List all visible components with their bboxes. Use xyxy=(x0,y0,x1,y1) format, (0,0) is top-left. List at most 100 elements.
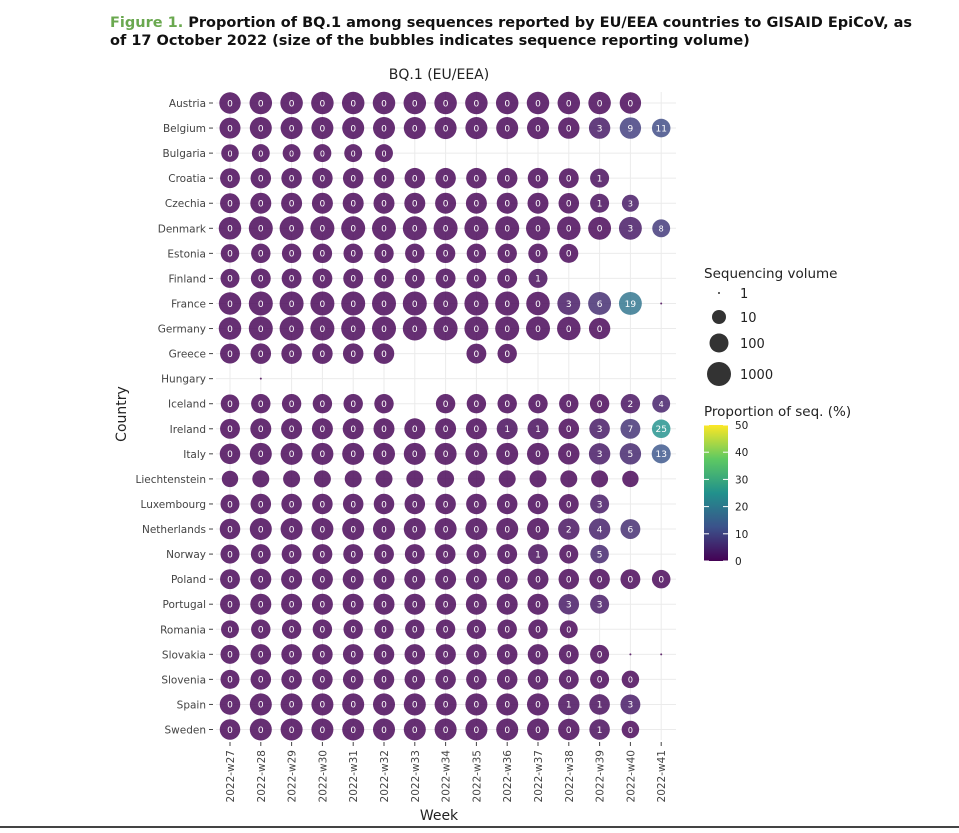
bubble-label: 0 xyxy=(474,450,480,460)
bubble xyxy=(526,316,550,341)
size-legend-label: 10 xyxy=(740,311,757,326)
bubble xyxy=(497,343,517,364)
bubble xyxy=(529,470,547,488)
bubble xyxy=(496,693,519,716)
bubble xyxy=(527,418,549,440)
bubble xyxy=(374,394,394,414)
bubble-label: 3 xyxy=(597,124,603,134)
bubble-label: 0 xyxy=(350,225,356,235)
bubble xyxy=(527,669,549,690)
bubble-label: 0 xyxy=(443,425,449,435)
y-tick-label: Ireland xyxy=(170,424,206,436)
x-tick-label: 2022-w28 xyxy=(256,750,268,802)
bubble xyxy=(466,619,487,639)
bubble xyxy=(589,418,610,440)
bubble xyxy=(588,518,611,540)
bubble xyxy=(558,593,580,615)
bubble xyxy=(312,243,333,264)
bubble xyxy=(311,418,333,440)
color-legend: Proportion of seq. (%) 0 10 20 30 40 50 xyxy=(704,404,851,568)
bubble xyxy=(618,292,642,315)
bubble xyxy=(341,91,365,115)
bubble-label: 0 xyxy=(289,575,295,585)
bubble-label: 0 xyxy=(628,575,634,585)
bubble xyxy=(259,377,262,380)
bubble-label: 0 xyxy=(350,200,356,210)
bubble xyxy=(620,519,641,539)
bubble-label: 0 xyxy=(227,250,233,260)
bubble-label: 0 xyxy=(443,250,449,260)
bubble xyxy=(588,91,611,115)
bubble-label: 0 xyxy=(258,626,264,636)
bubble-label: 0 xyxy=(412,676,418,686)
bubble xyxy=(466,243,487,264)
bubble-label: 0 xyxy=(258,701,264,711)
bubble xyxy=(590,544,609,564)
bubble-label: 0 xyxy=(535,601,541,611)
bubble xyxy=(558,418,580,440)
bubble-label: 1 xyxy=(597,174,603,184)
bubble-label: 0 xyxy=(227,400,233,410)
bubble-label: 3 xyxy=(597,601,603,611)
bubble xyxy=(404,669,426,690)
bubble xyxy=(557,292,581,315)
bubble-label: 0 xyxy=(381,275,387,285)
bubble xyxy=(252,470,270,488)
bubble xyxy=(248,291,273,316)
bubble xyxy=(342,493,364,515)
bubble-label: 0 xyxy=(350,676,356,686)
size-legend: Sequencing volume 1 10 100 1000 xyxy=(704,266,837,386)
bubble-label: 0 xyxy=(227,701,233,711)
bubble-label: 0 xyxy=(227,99,233,109)
y-tick-label: Luxembourg xyxy=(141,499,206,511)
bubble xyxy=(220,594,240,615)
bubble-label: 0 xyxy=(535,99,541,109)
bubble-label: 0 xyxy=(320,676,326,686)
bubble xyxy=(528,619,548,639)
bubble-label: 0 xyxy=(320,550,326,560)
bubble xyxy=(281,167,302,189)
bubble-label: 0 xyxy=(474,525,480,535)
bubble-label: 0 xyxy=(258,450,264,460)
bubble xyxy=(279,316,304,341)
bubble-label: 0 xyxy=(566,450,572,460)
bubble-label: 0 xyxy=(504,601,510,611)
bubble xyxy=(375,144,393,163)
bubble xyxy=(591,470,609,488)
size-legend-title: Sequencing volume xyxy=(704,266,837,282)
bubble xyxy=(651,118,671,138)
bubble xyxy=(281,568,303,590)
bubble-label: 0 xyxy=(474,601,480,611)
x-tick-label: 2022-w39 xyxy=(595,750,607,802)
y-tick-label: Slovakia xyxy=(162,649,206,661)
bubble xyxy=(404,593,426,615)
bubble-label: 0 xyxy=(258,601,264,611)
bubble-label: 0 xyxy=(320,701,326,711)
bubble-label: 0 xyxy=(381,726,387,736)
bubble-label: 0 xyxy=(289,124,295,134)
size-legend-key xyxy=(712,310,726,324)
grid-lines xyxy=(216,92,676,740)
bubble-label: 0 xyxy=(566,325,572,335)
bubble xyxy=(311,442,334,465)
bubble-label: 0 xyxy=(412,500,418,510)
bubble xyxy=(495,316,520,341)
bubble xyxy=(559,544,579,564)
bubble xyxy=(590,669,610,689)
bubble xyxy=(342,192,364,214)
bubble xyxy=(221,620,239,639)
bubble xyxy=(496,593,518,615)
bubble xyxy=(311,192,333,214)
bubbles: 0 0 0 0 0 0 0 0 0 0 0 0 0 00 0 0 0 0 0 0 0 0 0 0 0 3 9 110 0 0 0 0 00 0 0 0… xyxy=(218,91,671,741)
bubble-label: 0 xyxy=(474,500,480,510)
bubble-label: 0 xyxy=(535,626,541,636)
bubble-label: 0 xyxy=(504,225,510,235)
bubble-label: 1 xyxy=(597,200,603,210)
bubble xyxy=(251,144,270,163)
bubble xyxy=(311,91,334,115)
bubble-label: 0 xyxy=(381,400,387,410)
bubble xyxy=(465,442,488,465)
bubble xyxy=(559,394,579,414)
bubble-label: 0 xyxy=(566,400,572,410)
bubble-label: 6 xyxy=(597,300,603,310)
